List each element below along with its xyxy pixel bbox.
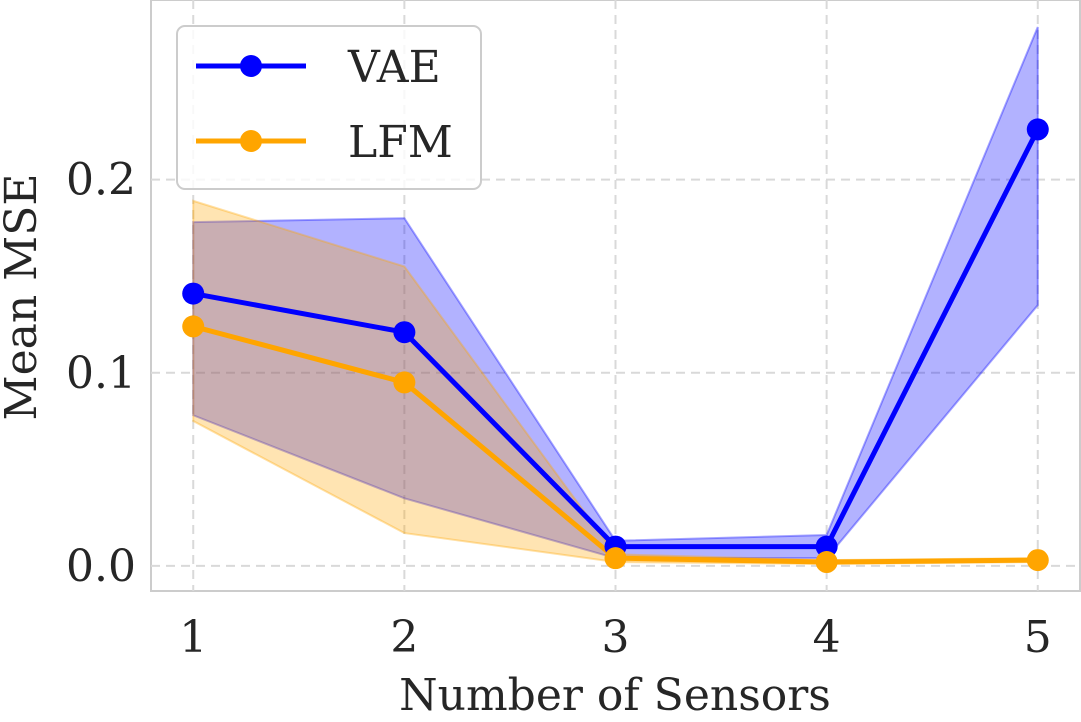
lfm-point [1026, 549, 1049, 572]
series-markers [182, 118, 1049, 574]
vae-confidence-band [192, 26, 1039, 560]
x-tick-labels: 1 2 3 4 5 [179, 612, 1052, 663]
y-tick-label: 0.2 [66, 155, 136, 206]
lfm-point [393, 371, 416, 394]
x-tick-label: 1 [179, 612, 207, 663]
x-tick-label: 4 [813, 612, 841, 663]
vae-point [182, 282, 205, 305]
y-axis-label: Mean MSE [0, 174, 47, 421]
y-tick-label: 0.1 [66, 348, 136, 399]
vae-point [393, 321, 416, 344]
vae-point [815, 535, 838, 558]
y-tick-labels: 0.0 0.1 0.2 [66, 155, 136, 592]
lfm-point [604, 547, 627, 570]
legend-lfm-marker [240, 130, 262, 152]
x-tick-label: 5 [1024, 612, 1052, 663]
legend-vae-label: VAE [347, 42, 441, 93]
x-tick-label: 3 [602, 612, 630, 663]
lfm-point [182, 315, 205, 338]
vae-point [1026, 118, 1049, 141]
x-axis-label: Number of Sensors [399, 670, 831, 721]
legend-lfm-label: LFM [348, 117, 453, 168]
x-tick-label: 2 [390, 612, 418, 663]
legend-vae-marker [240, 55, 262, 77]
legend: VAE LFM [176, 25, 482, 190]
y-tick-label: 0.0 [66, 541, 136, 592]
lfm-point [815, 551, 838, 574]
